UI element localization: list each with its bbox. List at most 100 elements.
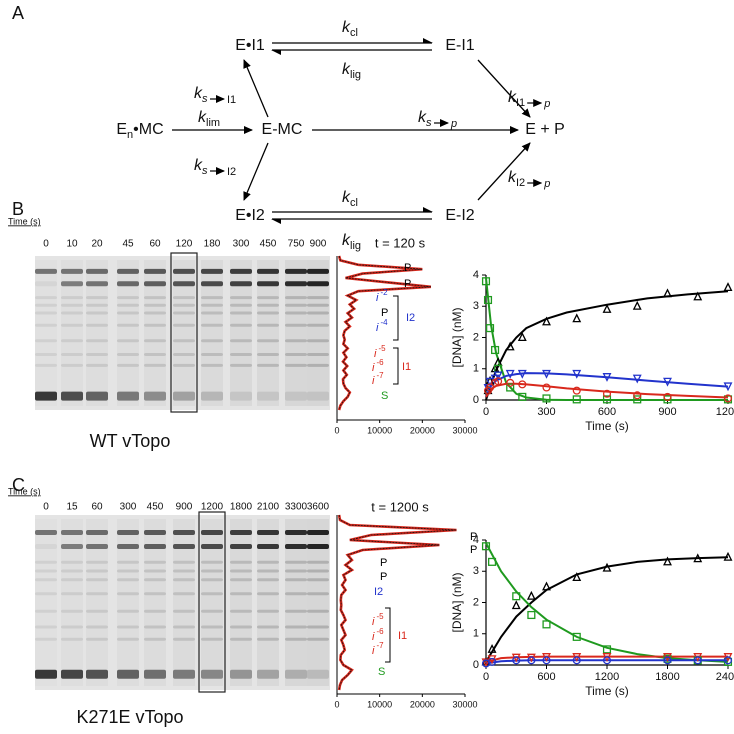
gel-band [86, 296, 108, 300]
gel-band [144, 363, 166, 367]
node-text: E-I1 [445, 37, 474, 54]
gel-band [285, 303, 307, 307]
gel-band [61, 281, 83, 287]
gel-band [35, 625, 57, 629]
bracket [393, 347, 399, 385]
scheme-node: E-I1 [445, 37, 474, 54]
x-tick-label: 300 [537, 406, 555, 418]
gel-band [201, 609, 223, 613]
gel-band [257, 281, 279, 287]
gel-time-header: Time (s) [8, 216, 41, 226]
peak-text: P [404, 278, 411, 290]
data-point [632, 300, 642, 310]
x-tick-label: 20000 [410, 425, 435, 435]
data-point [542, 581, 551, 591]
node-text: E-I2 [445, 207, 474, 224]
lane-label: 900 [310, 239, 327, 250]
data-point [632, 374, 642, 384]
x-tick-label: 0 [483, 406, 489, 418]
peak-label: I1 [398, 630, 407, 642]
peak-label: i -7 [372, 371, 384, 387]
rate-k: k [198, 109, 207, 126]
gel-band [201, 530, 223, 535]
node-text: E [116, 121, 127, 138]
gel-band [86, 281, 108, 287]
gel-band [86, 592, 108, 596]
peak-sup: -7 [376, 641, 384, 650]
gel-band [173, 391, 195, 401]
gel-lane [173, 260, 195, 406]
gel-band [307, 296, 329, 300]
node-text: E•I2 [235, 207, 265, 224]
rate-constant: klig [342, 232, 361, 252]
gel-band [257, 303, 279, 307]
gel-band [257, 530, 279, 535]
lane-label: 300 [120, 502, 137, 513]
gel-band [285, 592, 307, 596]
gel-band [230, 296, 252, 300]
gel-band [61, 353, 83, 357]
gel-band [230, 592, 252, 596]
gel-band [230, 569, 252, 573]
gel-band [61, 530, 83, 535]
lane-label: 450 [260, 239, 277, 250]
x-tick-label: 30000 [452, 699, 477, 709]
y-tick-label: 3 [473, 300, 479, 312]
gel-band [230, 323, 252, 327]
gel-band [35, 281, 57, 287]
gel-band [230, 268, 252, 274]
gel-band [257, 391, 279, 401]
gel-band [230, 391, 252, 401]
data-point [481, 277, 491, 286]
data-point [511, 600, 521, 610]
rate-sub: I1 [516, 97, 525, 109]
gel-band [173, 609, 195, 613]
trace-title: t = 1200 s [371, 499, 429, 514]
scheme-node: E-I2 [445, 207, 474, 224]
data-point [723, 656, 733, 665]
data-point [542, 369, 551, 379]
gel-band [173, 296, 195, 300]
data-point [526, 590, 536, 600]
peak-sup: -5 [378, 344, 386, 353]
gel-band [61, 560, 83, 564]
gel-band [257, 609, 279, 613]
data-point [485, 383, 495, 392]
data-point [487, 657, 497, 666]
gel-band [257, 268, 279, 274]
data-point [485, 324, 495, 333]
y-axis-label: [DNA] (nM) [450, 307, 464, 367]
gel-band [86, 669, 108, 679]
lane-label: 1200 [201, 502, 224, 513]
y-tick-label: 4 [473, 534, 479, 546]
gel-band [307, 323, 329, 327]
gel-band [144, 625, 166, 629]
gel-band [117, 560, 139, 564]
rate-k: k [342, 61, 351, 78]
gel-band [307, 311, 329, 315]
x-tick-label: 0 [334, 425, 339, 435]
peak-text: i [372, 362, 375, 374]
peak-text: P [381, 307, 388, 319]
gel-band [201, 281, 223, 287]
node-sub: n [127, 129, 133, 141]
lane-label: 1800 [230, 502, 253, 513]
data-point [602, 304, 612, 313]
gel-band [230, 669, 252, 679]
gel-band [173, 569, 195, 573]
gel-band [285, 339, 307, 343]
data-point [602, 562, 612, 572]
x-tick-label: 20000 [410, 699, 435, 709]
data-point [633, 395, 642, 404]
gel-band [307, 592, 329, 596]
gel-band [257, 339, 279, 343]
gel-band [285, 609, 307, 613]
gel-band [201, 353, 223, 357]
peak-label: P [404, 278, 411, 290]
gel-band [257, 544, 279, 549]
lane-label: 15 [66, 502, 78, 513]
gel-band [201, 669, 223, 679]
gel-band [285, 353, 307, 357]
gel-lane [201, 519, 223, 686]
data-point [481, 542, 491, 551]
